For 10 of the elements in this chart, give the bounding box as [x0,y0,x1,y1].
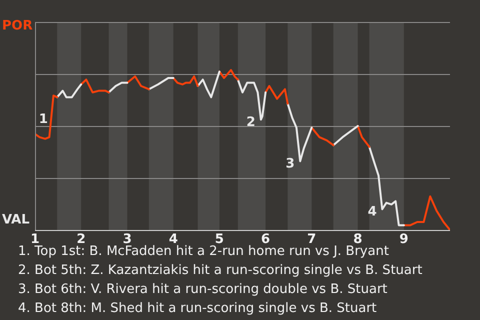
annotation: 3 [286,156,295,172]
text: 2. Bot 5th: Z. Kazantziakis hit a run-scoring single vs B. Stuart [18,262,422,280]
x-tick-label: 9 [399,232,408,248]
annotation: 1 [38,112,48,127]
text: POR [2,18,33,34]
text: 3. Bot 6th: V. Rivera hit a run-scoring double vs B. Stuart [18,281,388,299]
annotation: 4 [368,204,377,220]
text: 4. Bot 8th: M. Shed hit a run-scoring single vs B. Stuart [18,300,378,318]
text: VAL [2,212,30,228]
annotation: 2 [246,114,256,130]
